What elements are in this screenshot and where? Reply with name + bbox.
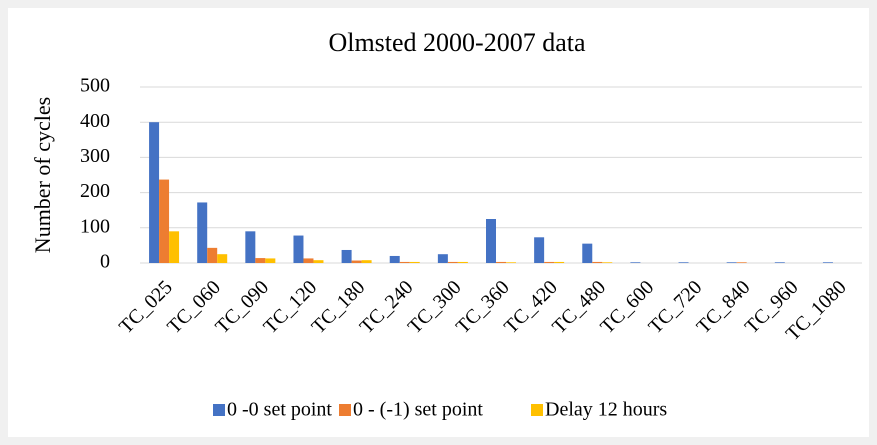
y-tick-label: 300 [80, 145, 110, 167]
y-axis-title: Number of cycles [30, 97, 55, 253]
bar [341, 249, 352, 263]
bar [399, 261, 410, 263]
bar [726, 262, 737, 263]
legend-swatch [531, 404, 543, 416]
legend-swatch [213, 404, 225, 416]
bar [361, 260, 372, 263]
bar [245, 231, 256, 263]
legend-swatch [339, 404, 351, 416]
bar [774, 262, 785, 263]
bar [409, 261, 420, 263]
bar [437, 254, 448, 263]
bar [313, 260, 324, 263]
bar [496, 261, 506, 263]
y-tick-label: 100 [80, 215, 110, 237]
y-tick-label: 0 [100, 251, 110, 273]
bar [149, 122, 160, 263]
legend-label: Delay 12 hours [545, 399, 667, 421]
bar [293, 235, 304, 263]
bar [255, 258, 266, 263]
legend-label: 0 - (-1) set point [353, 399, 483, 421]
bar [534, 237, 545, 263]
chart-title: Olmsted 2000-2007 data [328, 28, 586, 57]
bar [457, 261, 468, 263]
bar [630, 262, 641, 263]
bar [506, 262, 516, 263]
bar [544, 261, 555, 263]
bar [736, 262, 747, 263]
bar [486, 219, 496, 263]
bar [207, 247, 218, 263]
bar [602, 262, 613, 263]
bar [159, 179, 170, 263]
bar [822, 262, 833, 263]
bar [592, 261, 603, 263]
bar [169, 231, 180, 263]
bar [678, 262, 689, 263]
y-tick-label: 400 [80, 110, 110, 132]
bar [582, 243, 593, 263]
bar [554, 261, 565, 263]
legend-label: 0 -0 set point [227, 399, 332, 421]
bar [265, 258, 276, 263]
bar [303, 258, 314, 263]
chart-background [8, 8, 869, 437]
bar [197, 202, 208, 263]
y-tick-label: 200 [80, 180, 110, 202]
y-tick-label: 500 [80, 75, 110, 97]
bar [217, 254, 228, 263]
bar [447, 261, 458, 263]
bar [351, 260, 362, 263]
bar [389, 255, 400, 263]
